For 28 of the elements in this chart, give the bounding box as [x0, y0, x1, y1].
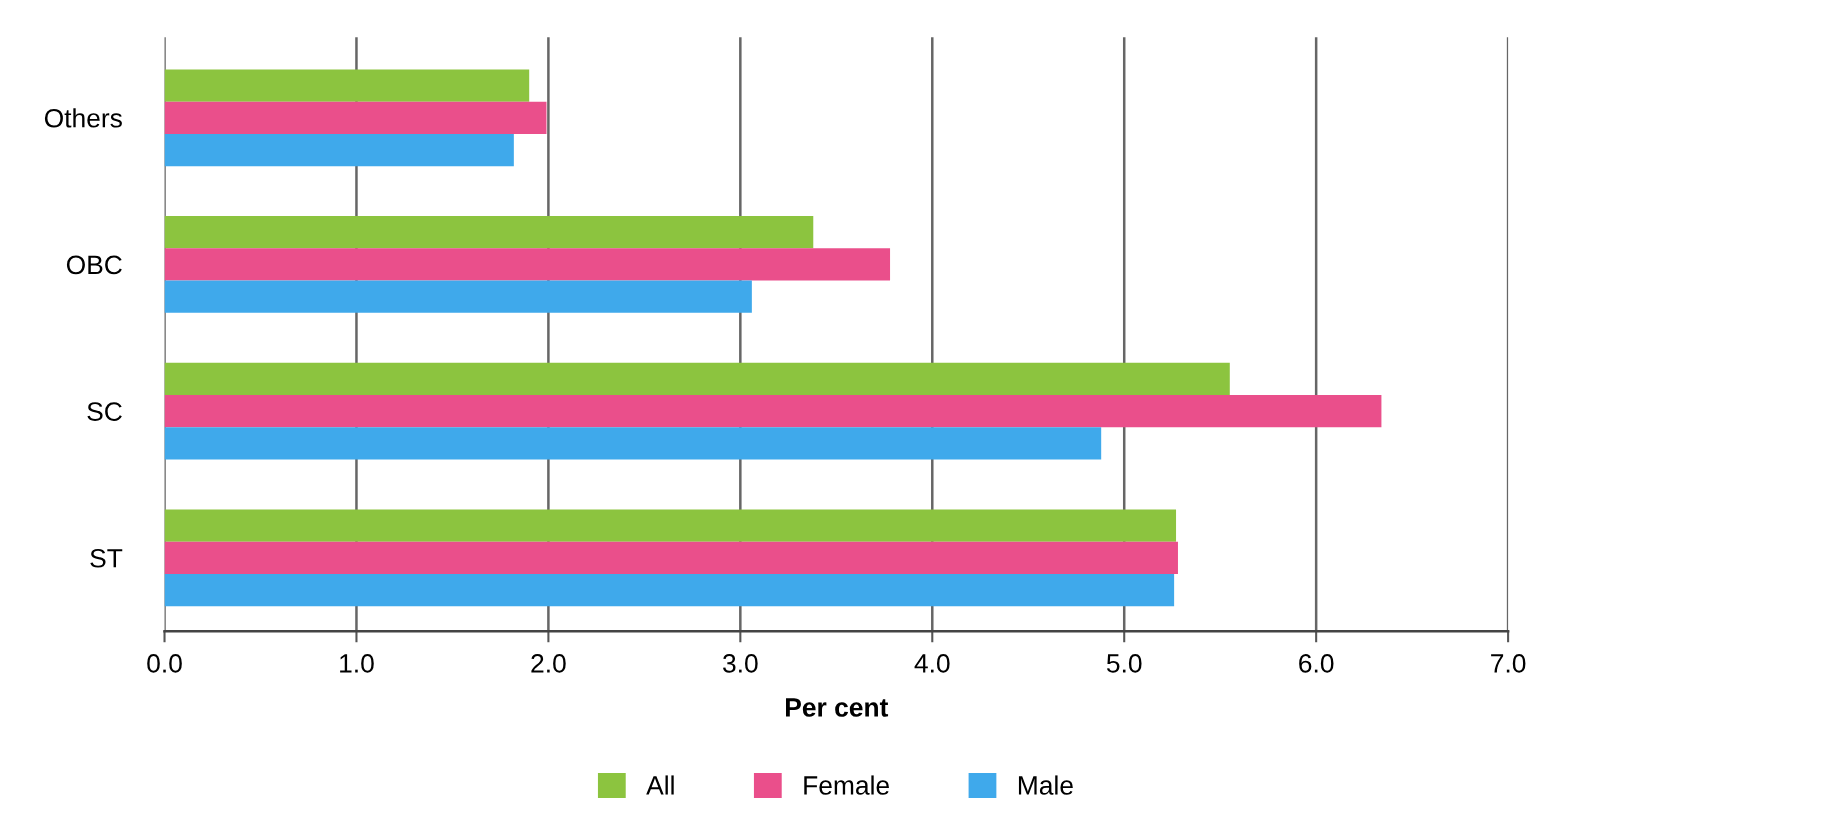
- x-tick-label: 5.0: [1106, 654, 1142, 673]
- legend-label: All: [646, 775, 674, 795]
- bar: [164, 541, 1178, 574]
- x-tick-label: 0.0: [147, 654, 182, 673]
- bar: [164, 427, 1102, 460]
- x-axis-title: Per cent: [786, 698, 889, 717]
- bar: [164, 248, 891, 281]
- bar: [164, 509, 1177, 542]
- bar: [164, 101, 547, 134]
- bar: [164, 573, 1175, 607]
- y-tick-label: OBC: [66, 255, 122, 275]
- y-tick-label: ST: [90, 548, 123, 568]
- y-tick-label: SC: [87, 402, 122, 421]
- bar: [164, 216, 814, 249]
- y-tick-label: Others: [44, 108, 122, 128]
- x-tick-label: 6.0: [1299, 654, 1334, 673]
- bar: [164, 69, 530, 102]
- x-tick-label: 4.0: [914, 654, 950, 673]
- x-tick-label: 2.0: [531, 654, 566, 673]
- x-tick-label: 7.0: [1491, 654, 1526, 673]
- bar: [164, 362, 1230, 395]
- x-tick-label: 1.0: [340, 654, 374, 673]
- bar: [164, 394, 1382, 428]
- bar: [164, 133, 514, 167]
- legend-label: Male: [1018, 775, 1073, 795]
- bar: [164, 280, 752, 313]
- x-tick-label: 3.0: [723, 654, 758, 673]
- legend-label: Female: [804, 775, 889, 795]
